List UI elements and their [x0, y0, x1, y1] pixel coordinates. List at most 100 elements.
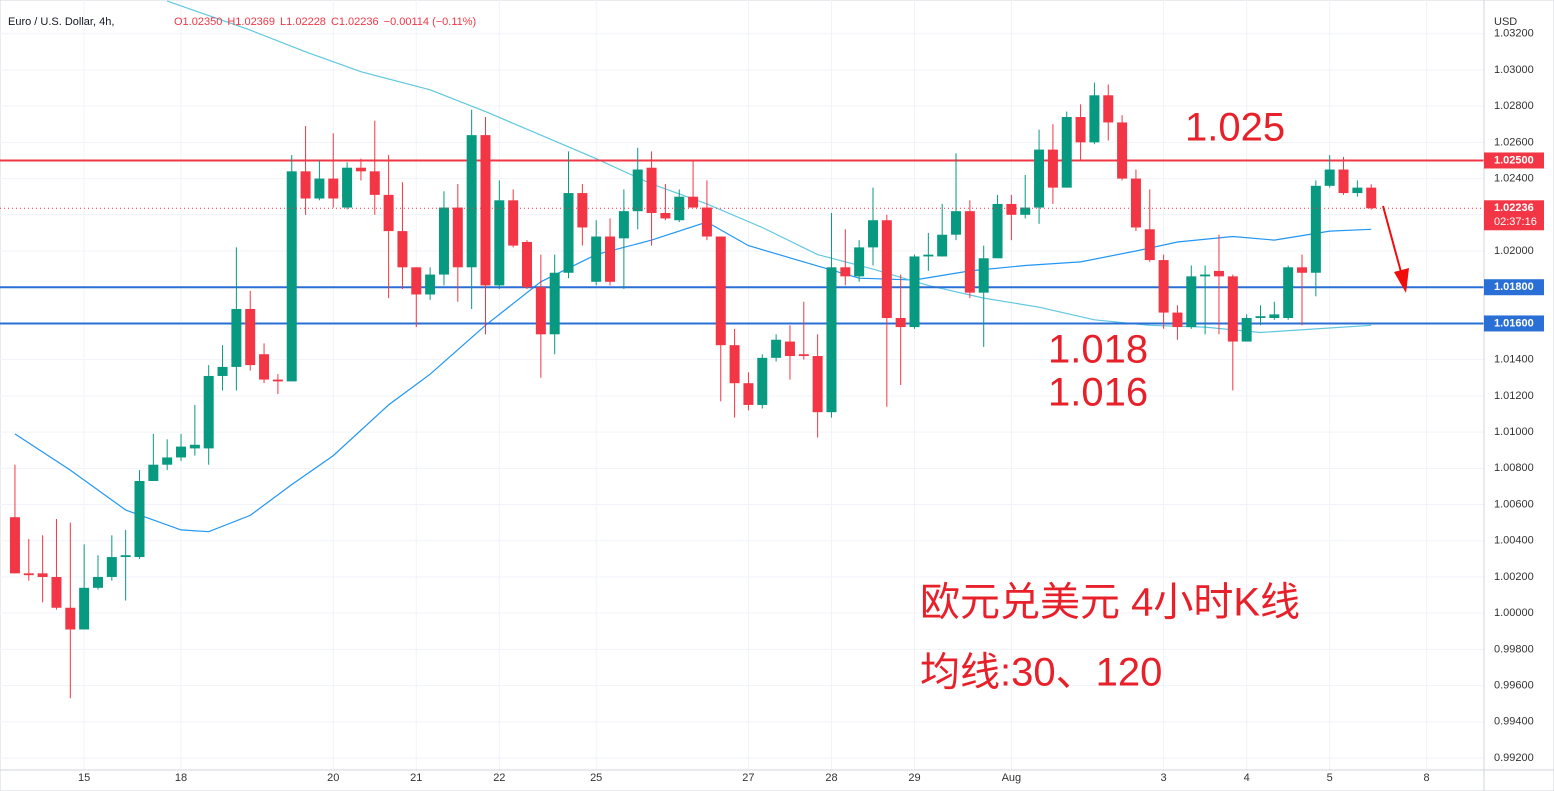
candle-body — [784, 341, 795, 357]
level-label: 1.01800 — [1494, 281, 1534, 293]
candle-body — [383, 194, 394, 232]
y-tick-label: 0.99800 — [1494, 643, 1534, 655]
candle-body — [23, 573, 34, 576]
ohlc-value: L1.02228 — [280, 16, 326, 28]
candle-body — [618, 211, 629, 239]
candle-body — [1103, 95, 1114, 123]
candle-body — [508, 200, 519, 246]
candle-body — [1352, 187, 1363, 194]
candle-body — [992, 203, 1003, 259]
candle-body — [300, 171, 311, 199]
candle-body — [189, 444, 200, 449]
candle-body — [1130, 178, 1141, 228]
candle-body — [840, 267, 851, 277]
candle-body — [369, 171, 380, 195]
candle-body — [480, 135, 491, 286]
candle-body — [798, 354, 809, 357]
y-tick-label: 1.03200 — [1494, 28, 1534, 40]
candle-body — [1047, 149, 1058, 188]
y-tick-label: 1.02400 — [1494, 172, 1534, 184]
candle-body — [1227, 276, 1238, 342]
countdown: 02:37:16 — [1494, 216, 1537, 228]
candle-body — [522, 241, 533, 288]
candle-body — [951, 211, 962, 235]
y-tick-label: 1.00000 — [1494, 607, 1534, 619]
ohlc-value: C1.02236 — [331, 16, 379, 28]
candle-body — [660, 212, 671, 219]
level-label: 1.02500 — [1494, 154, 1534, 166]
symbol: Euro / U.S. Dollar, 4h, — [8, 16, 114, 28]
x-tick-label: 27 — [742, 772, 754, 784]
candle-body — [120, 555, 131, 558]
candle-body — [937, 234, 948, 257]
candle-body — [411, 267, 422, 295]
candle-body — [854, 247, 865, 277]
level-tag — [1484, 315, 1544, 332]
candle-body — [1144, 229, 1155, 261]
candle-body — [563, 193, 574, 273]
candle-body — [688, 196, 699, 208]
candle-body — [272, 379, 283, 382]
level-label: 1.01600 — [1494, 317, 1534, 329]
annotation: 1.025 — [1185, 106, 1285, 150]
candle-body — [9, 517, 20, 574]
candle-body — [1338, 169, 1349, 194]
candle-body — [923, 254, 934, 257]
candle-body — [397, 231, 408, 268]
candle-body — [1020, 207, 1031, 215]
candle-body — [549, 272, 560, 335]
candle-body — [1117, 122, 1128, 179]
candle-body — [605, 236, 616, 282]
y-tick-label: 1.03000 — [1494, 64, 1534, 76]
x-tick-label: 20 — [327, 772, 339, 784]
candle-body — [37, 573, 48, 577]
candle-body — [452, 207, 463, 268]
candle-body — [162, 457, 173, 465]
candle-body — [79, 587, 90, 630]
candle-body — [1213, 270, 1224, 277]
x-tick-label: 25 — [590, 772, 602, 784]
ohlc-value: H1.02369 — [227, 16, 275, 28]
candle-body — [1186, 276, 1197, 328]
x-tick-label: 28 — [825, 772, 837, 784]
candle-body — [203, 375, 214, 449]
candle-body — [65, 607, 76, 630]
candle-body — [701, 207, 712, 237]
candle-body — [535, 287, 546, 335]
x-tick-label: Aug — [1002, 772, 1022, 784]
candle-body — [674, 196, 685, 221]
level-tag — [1484, 152, 1544, 169]
annotation: 均线:30、120 — [920, 651, 1162, 695]
candle-body — [1034, 149, 1045, 208]
candle-body — [729, 345, 740, 384]
y-tick-label: 0.99400 — [1494, 716, 1534, 728]
candle-body — [92, 576, 103, 588]
candle-body — [1269, 314, 1280, 319]
candle-body — [106, 557, 117, 577]
candle-body — [1366, 187, 1377, 209]
arrow-head — [1394, 268, 1409, 293]
annotation: 1.016 — [1048, 371, 1148, 415]
candle-body — [771, 339, 782, 358]
candle-body — [328, 178, 339, 199]
candle-body — [1255, 316, 1266, 319]
x-tick-label: 5 — [1327, 772, 1333, 784]
candle-body — [314, 178, 325, 199]
candle-body — [909, 256, 920, 328]
moving-average — [14, 221, 1372, 533]
candle-body — [743, 383, 754, 405]
x-tick-label: 29 — [908, 772, 920, 784]
y-tick-label: 1.02600 — [1494, 136, 1534, 148]
y-tick-label: 1.01000 — [1494, 426, 1534, 438]
plot-area — [0, 0, 1484, 699]
candle-body — [245, 308, 256, 366]
y-tick-label: 0.99200 — [1494, 752, 1534, 764]
x-tick-label: 21 — [410, 772, 422, 784]
candle-body — [1324, 169, 1335, 186]
y-tick-label: 1.00400 — [1494, 535, 1534, 547]
y-tick-label: 1.00200 — [1494, 571, 1534, 583]
x-tick-label: 18 — [175, 772, 187, 784]
candle-body — [978, 258, 989, 293]
candle-body — [134, 480, 145, 558]
candle-body — [1089, 95, 1100, 143]
